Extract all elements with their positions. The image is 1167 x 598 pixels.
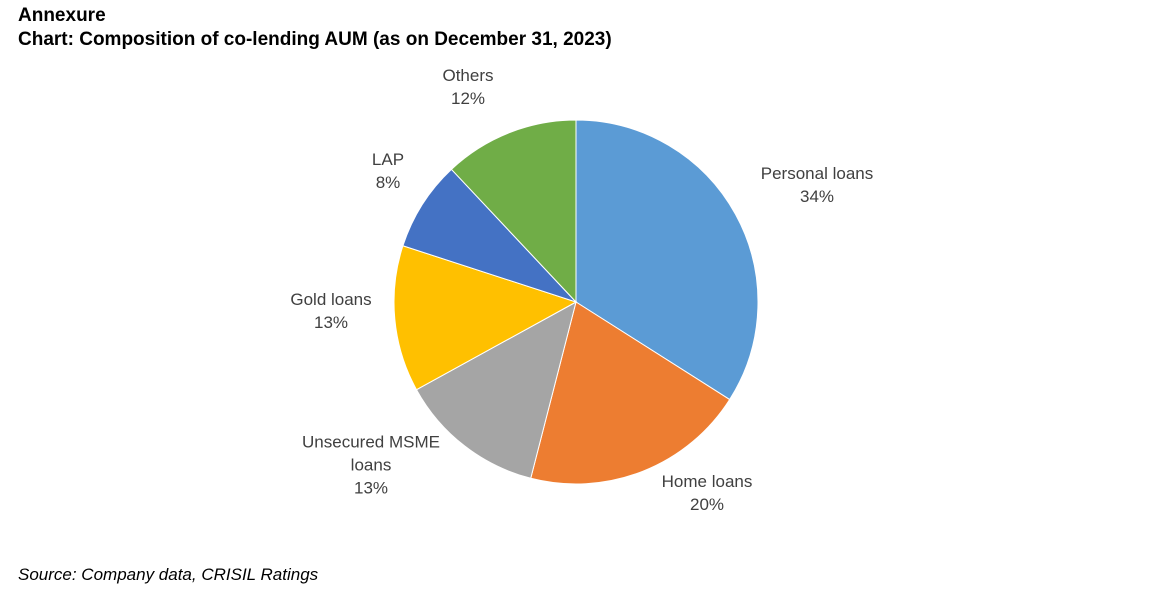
- annexure-heading: Annexure: [18, 5, 106, 26]
- pie-slice-unsecured-msme-loans: [415, 301, 577, 479]
- pie-slice-home-loans: [530, 301, 731, 485]
- slice-name-label-unsecured-msme-loans: Unsecured MSME: [302, 432, 440, 451]
- slice-value-label-gold-loans: 13%: [314, 313, 348, 332]
- chart-title: Chart: Composition of co-lending AUM (as…: [18, 29, 612, 50]
- slice-name-label-lap: LAP: [372, 150, 404, 169]
- pie-slice-gold-loans: [393, 245, 578, 391]
- pie-slice-personal-loans: [575, 119, 759, 401]
- slice-name-label-unsecured-msme-loans: loans: [351, 455, 392, 474]
- slice-value-label-home-loans: 20%: [690, 495, 724, 514]
- slice-name-label-gold-loans: Gold loans: [290, 290, 371, 309]
- pie-slice-others: [450, 119, 577, 304]
- slice-value-label-unsecured-msme-loans: 13%: [354, 478, 388, 497]
- slice-value-label-others: 12%: [451, 89, 485, 108]
- slice-name-label-personal-loans: Personal loans: [761, 164, 873, 183]
- slice-value-label-personal-loans: 34%: [800, 187, 834, 206]
- slice-name-label-others: Others: [442, 66, 493, 85]
- source-note: Source: Company data, CRISIL Ratings: [18, 565, 319, 584]
- pie-slice-lap: [402, 168, 577, 303]
- slice-name-label-home-loans: Home loans: [662, 472, 753, 491]
- slice-value-label-lap: 8%: [376, 173, 401, 192]
